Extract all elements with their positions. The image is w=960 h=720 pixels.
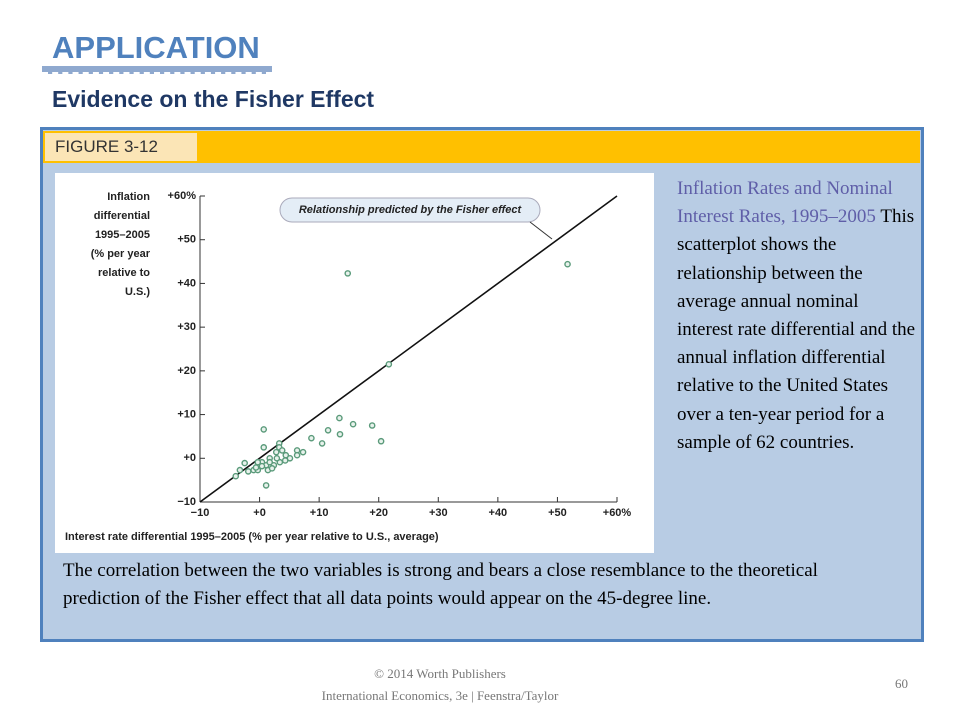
x-tick-label: +20 — [369, 507, 388, 519]
point — [236, 466, 244, 474]
y-tick-label: +40 — [177, 277, 196, 289]
y-tick-label: +10 — [177, 408, 196, 420]
body-text: The correlation between the two variable… — [63, 560, 818, 609]
x-tick-label: +30 — [429, 507, 448, 519]
y-axis-label: (% per year — [91, 248, 151, 260]
y-tick-label: +50 — [177, 234, 196, 246]
section-underline — [42, 66, 272, 74]
caption-body: This scatterplot shows the relationship … — [677, 206, 916, 453]
x-axis-label: Interest rate differential 1995–2005 (% … — [65, 531, 439, 543]
point — [232, 472, 240, 480]
annotation-box — [279, 197, 541, 223]
point — [293, 451, 301, 459]
point — [262, 482, 270, 489]
point — [377, 437, 385, 445]
point — [336, 430, 344, 438]
caption-title: Inflation Rates and Nominal Interest Rat… — [677, 178, 893, 228]
x-tick-label: +50 — [548, 507, 567, 519]
x-tick-label: +60% — [603, 507, 632, 519]
fisher-line — [199, 195, 618, 503]
point — [268, 465, 276, 472]
point — [258, 462, 266, 470]
point — [260, 426, 268, 433]
point — [308, 434, 315, 442]
footer-book: International Economics, 3e | Feenstra/T… — [321, 688, 559, 703]
point — [368, 422, 376, 429]
point — [299, 448, 307, 456]
x-tick-label: +40 — [489, 507, 508, 519]
point — [385, 360, 393, 368]
y-tick-label: +60% — [168, 190, 197, 202]
point — [336, 414, 343, 422]
y-tick-label: +0 — [183, 452, 196, 464]
caption: Inflation Rates and Nominal Interest Rat… — [677, 175, 917, 457]
x-tick-label: +10 — [310, 507, 329, 519]
point — [318, 440, 326, 447]
slide-title: Evidence on the Fisher Effect — [52, 86, 375, 112]
x-tick-label: +0 — [253, 507, 266, 519]
figure-label: FIGURE 3-12 — [45, 133, 197, 161]
y-axis-label: 1995–2005 — [95, 229, 150, 241]
point — [349, 420, 357, 428]
point — [260, 444, 268, 451]
point — [266, 458, 273, 466]
y-axis-label: U.S.) — [125, 286, 150, 298]
annotation-leader — [529, 221, 553, 240]
page-number: 60 — [895, 676, 908, 691]
point — [344, 270, 352, 277]
section-title: APPLICATION — [52, 30, 260, 65]
point — [244, 468, 252, 475]
chart-area: −10 +0 +10 +20 +30 +40 +50 +60% −10 +0 +10 +20 +30 +4… — [55, 173, 654, 553]
y-axis-label: differential — [94, 210, 150, 222]
y-axis-label: Inflation — [107, 191, 150, 203]
point — [272, 448, 280, 456]
y-tick-label: +20 — [177, 365, 196, 377]
point — [252, 464, 260, 471]
point — [564, 260, 571, 268]
chart: −10 +0 +10 +20 +30 +40 +50 +60% −10 +0 +10 +20 +30 +4… — [65, 190, 632, 543]
x-tick-label: −10 — [191, 507, 210, 519]
point — [273, 454, 281, 462]
annotation: Relationship predicted by the Fisher eff… — [299, 204, 523, 216]
point — [278, 447, 286, 454]
point — [281, 457, 289, 464]
y-tick-label: −10 — [177, 496, 196, 508]
footer-copyright: © 2014 Worth Publishers — [374, 666, 506, 681]
y-tick-label: +30 — [177, 321, 196, 333]
y-axis-label: relative to — [98, 267, 150, 279]
point — [324, 427, 332, 434]
point — [241, 459, 248, 467]
